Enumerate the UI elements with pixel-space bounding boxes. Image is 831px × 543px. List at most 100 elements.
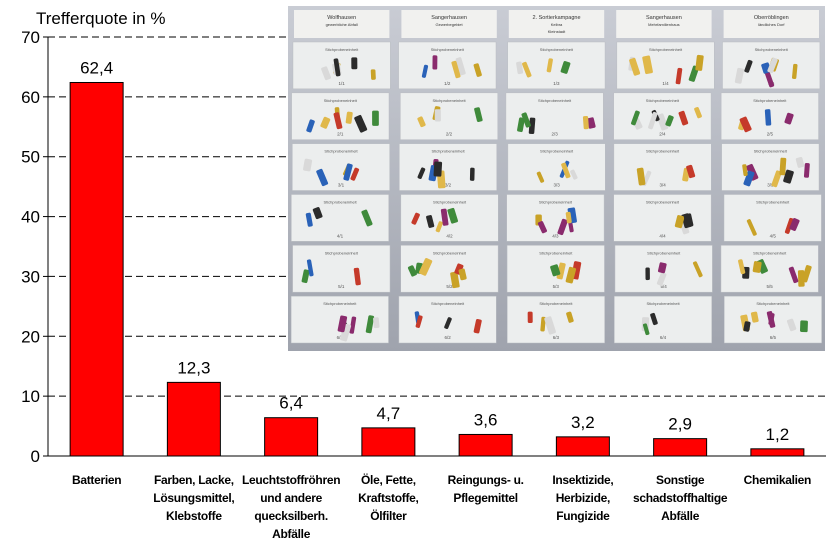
photo-sheet-caption: Stichprobeneinheit [431,47,465,52]
photo-sheet-number: 6/2 [444,335,451,340]
photo-battery [743,321,751,332]
category-label: Farben, Lacke, [154,473,234,487]
photo-battery [766,311,776,328]
photo-battery [433,161,443,177]
photo-battery [361,209,373,227]
category-label: Ölfilter [370,508,407,523]
photo-sheet-number: 1/4 [662,81,669,86]
photo-column-header-text: gewerbliche Abfall [326,22,358,27]
photo-sheet-caption: Stichprobeneinheit [753,98,787,103]
photo-sheet-caption: Stichprobeneinheit [755,47,789,52]
photo-sheet-caption: Stichprobeneinheit [325,47,359,52]
photo-battery [540,316,546,332]
photo-battery [421,64,429,78]
photo-sheet-caption: Stichprobeneinheit [431,149,465,154]
y-tick-label: 40 [21,208,40,227]
photo-battery [586,117,596,129]
photo-sheet-number: 6/3 [553,335,560,340]
photo-battery [351,57,358,70]
photo-sample-sheet [507,143,606,191]
photo-column-header-text: Mehrfamilienhaus [648,22,680,27]
bar [166,381,221,457]
photo-battery [306,259,314,277]
value-label: 2,9 [668,415,692,434]
photo-column-header-sheet [294,10,390,38]
photo-battery [678,110,689,126]
photo-battery [444,317,452,330]
photo-battery [473,63,482,77]
photo-battery [746,219,757,236]
photo-battery [783,169,794,184]
photo-sheet-caption: Stichprobeneinheit [433,200,467,205]
photo-battery [767,57,778,74]
photo-sample-sheet [291,92,390,140]
photo-sheet-number: 6/5 [770,335,777,340]
photo-battery [683,213,694,228]
photo-battery [522,61,532,78]
y-tick-label: 0 [31,447,40,466]
photo-battery [566,311,574,323]
category-label: Öle, Fette, [361,472,416,487]
value-label: 3,6 [474,410,498,429]
photo-sheet-number: 1/2 [444,81,451,86]
photo-sheet-number: 4/5 [770,233,777,238]
photo-battery [469,167,475,181]
photo-sheet-caption: Stichprobeneinheit [324,98,358,103]
photo-battery [800,320,808,333]
photo-battery [565,266,577,284]
photo-battery [434,109,441,122]
photo-battery [373,317,380,329]
y-tick-label: 70 [21,28,40,47]
photo-sheet-number: 6/1 [337,335,344,340]
photo-battery [645,267,650,281]
photo-battery [320,116,331,129]
photo-sheet-caption: Stichprobeneinheit [324,149,358,154]
photo-sheet-caption: Stichprobeneinheit [756,301,790,306]
photo-battery [426,215,435,228]
photo-sheet-number: 2/5 [767,132,774,137]
photo-battery [303,158,313,172]
photo-sheet-caption: Stichprobeneinheit [325,250,359,255]
photo-battery [306,119,315,133]
photo-column-header-text: 2. Sortierkampagne [533,15,581,21]
photo-battery [546,58,553,73]
photo-column-header-text: ländliches Dorf [758,22,785,27]
photo-battery [455,57,466,76]
photo-sheet-number: 2/3 [551,132,558,137]
photo-sheet-caption: Stichprobeneinheit [539,301,573,306]
photo-sample-sheet [723,194,822,242]
category-label: Fungizide [556,509,610,523]
photo-battery [333,58,341,77]
photo-sheet-number: 5/1 [338,284,345,289]
photo-battery [474,107,483,122]
photo-sheet-caption: Stichprobeneinheit [538,98,572,103]
photo-sample-sheet [398,41,497,90]
photo-battery [650,312,658,326]
photo-battery [784,217,794,234]
photo-battery [695,54,704,71]
photo-sheet-number: 6/4 [660,335,667,340]
photo-battery [447,207,458,224]
photo-battery [561,162,571,179]
y-tick-label: 20 [21,327,40,346]
photo-battery [629,57,641,76]
photo-battery [528,117,536,135]
photo-battery [795,156,805,168]
photo-sheet-number: 2/1 [337,132,344,137]
category-label: Insektizide, [552,473,613,487]
value-label: 1,2 [766,425,790,444]
category-label: Kraftstoffe, [358,491,418,505]
photo-battery [557,218,568,236]
category-label: Pflegemittel [453,491,517,505]
photo-battery [764,69,775,88]
photo-battery [450,271,460,289]
y-tick-label: 60 [21,88,40,107]
photo-battery [642,55,653,75]
photo-sample-sheet [721,143,820,191]
photo-column-header-text: Wolfhausen [327,15,356,21]
photo-battery [788,266,799,284]
category-label: Batterien [72,473,121,487]
photo-column-header-text: Oberröblingen [754,15,789,21]
photo-battery [333,112,343,130]
